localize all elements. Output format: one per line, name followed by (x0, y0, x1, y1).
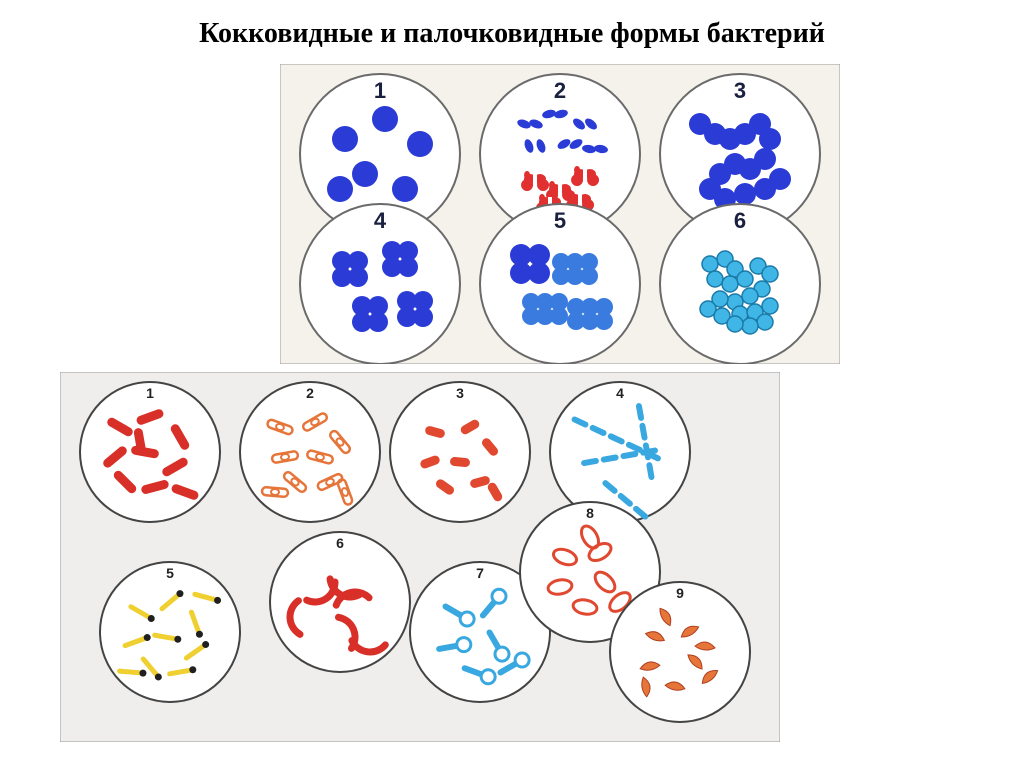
petri-4: 4 (300, 204, 460, 364)
svg-text:6: 6 (336, 535, 344, 551)
page-title: Кокковидные и палочковидные формы бактер… (0, 0, 1024, 60)
petri-6: 6 (270, 532, 410, 672)
svg-text:4: 4 (374, 208, 387, 233)
petri-3: 3 (390, 382, 530, 522)
svg-text:1: 1 (374, 78, 386, 103)
petri-4: 4 (550, 382, 690, 522)
petri-6: 6 (660, 204, 820, 364)
svg-text:5: 5 (166, 565, 174, 581)
cocci-panel: 1 2 3 4 5 6 (280, 64, 840, 364)
svg-text:3: 3 (734, 78, 746, 103)
svg-text:9: 9 (676, 585, 684, 601)
svg-text:8: 8 (586, 505, 594, 521)
svg-text:5: 5 (554, 208, 566, 233)
rods-panel: 1 2 3 4 5 6 7 8 9 (60, 372, 780, 742)
svg-text:1: 1 (146, 385, 154, 401)
petri-1: 1 (80, 382, 220, 522)
svg-text:4: 4 (616, 385, 624, 401)
petri-5: 5 (480, 204, 640, 364)
svg-text:7: 7 (476, 565, 484, 581)
svg-text:2: 2 (306, 385, 314, 401)
svg-text:3: 3 (456, 385, 464, 401)
svg-text:6: 6 (734, 208, 746, 233)
petri-9: 9 (610, 582, 750, 722)
petri-5: 5 (100, 562, 240, 702)
petri-2: 2 (240, 382, 380, 522)
svg-text:2: 2 (554, 78, 566, 103)
